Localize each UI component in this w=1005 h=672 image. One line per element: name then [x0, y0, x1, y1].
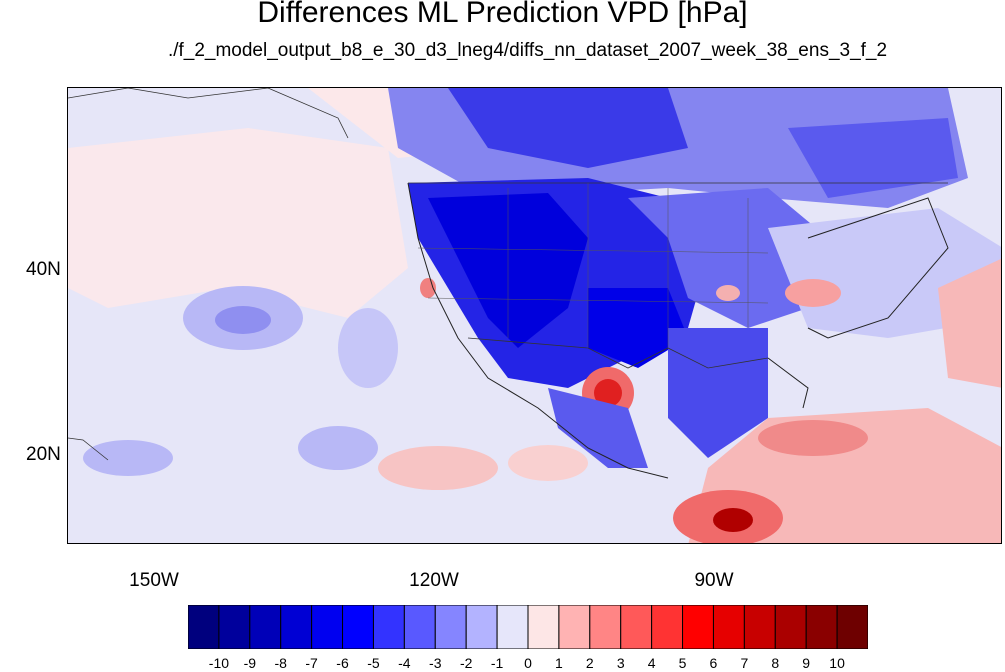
colorbar-tick-label: -4: [398, 655, 411, 671]
colorbar-box: [372, 605, 405, 649]
colorbar-tick-label: 10: [829, 655, 845, 671]
colorbar-tick-label: -7: [305, 655, 318, 671]
colorbar-box: [712, 605, 745, 649]
colorbar-tick-label: -5: [367, 655, 380, 671]
colorbar-tick-label: 2: [585, 655, 594, 671]
colorbar-box: [743, 605, 776, 649]
colorbar-tick-label: 0: [524, 655, 532, 671]
colorbar-tick-label: 9: [802, 655, 811, 671]
colorbar-tick-label: 8: [771, 655, 780, 671]
colorbar-tick-label: 5: [678, 655, 687, 671]
colorbar-box: [465, 605, 498, 649]
colorbar-box: [558, 605, 591, 649]
colorbar-box: [805, 605, 838, 649]
colorbar-tick-label: -3: [429, 655, 442, 671]
colorbar-box: [651, 605, 684, 649]
colorbar-box: [836, 605, 868, 649]
lon-label-90w: 90W: [694, 570, 734, 591]
colorbar-box: [218, 605, 251, 649]
colorbar-box: [188, 605, 220, 649]
colorbar-box: [527, 605, 560, 649]
colorbar-box: [589, 605, 622, 649]
colorbar: [188, 605, 868, 649]
map-subtitle: ./f_2_model_output_b8_e_30_d3_lneg4/diff…: [167, 40, 888, 61]
colorbar-tick-label: -9: [243, 655, 257, 671]
colorbar-box: [682, 605, 714, 649]
colorbar-box: [342, 605, 374, 649]
lon-label-150w: 150W: [129, 570, 179, 591]
lon-label-120w: 120W: [409, 570, 459, 591]
colorbar-tick-label: -8: [274, 655, 287, 671]
colorbar-tick-label: -1: [490, 655, 504, 671]
colorbar-tick-label: 1: [555, 655, 563, 671]
colorbar-box: [620, 605, 653, 649]
colorbar-box: [403, 605, 436, 649]
colorbar-tick-label: -10: [208, 655, 230, 671]
colorbar-box: [774, 605, 807, 649]
map-panel: [67, 87, 1002, 544]
colorbar-tick-label: 3: [616, 655, 625, 671]
vpd-difference-field: [68, 88, 1001, 543]
colorbar-box: [280, 605, 313, 649]
colorbar-box: [434, 605, 467, 649]
map-title: Differences ML Prediction VPD [hPa]: [257, 0, 748, 29]
colorbar-tick-label: 6: [709, 655, 718, 671]
colorbar-tick-label: 4: [647, 655, 656, 671]
colorbar-box: [496, 605, 529, 649]
lat-label-20n: 20N: [26, 444, 61, 465]
lat-label-40n: 40N: [26, 259, 61, 280]
colorbar-box: [249, 605, 282, 649]
colorbar-tick-label: -6: [336, 655, 349, 671]
colorbar-tick-label: -2: [459, 655, 473, 671]
colorbar-tick-label: 7: [740, 655, 749, 671]
colorbar-box: [311, 605, 344, 649]
